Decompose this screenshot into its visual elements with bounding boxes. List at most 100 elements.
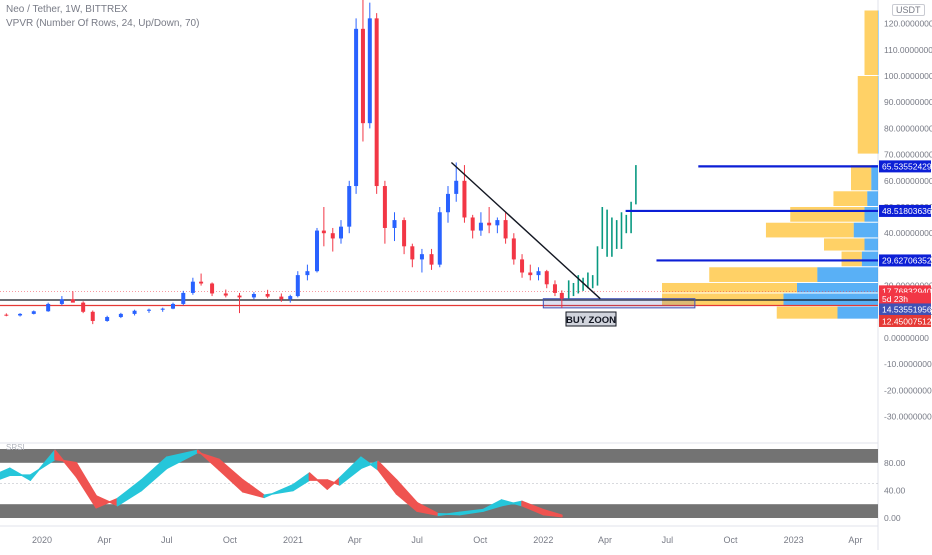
candle-body <box>511 238 516 260</box>
y-tick-label: -30.00000000 <box>884 412 932 422</box>
price-label: 65.53552429 <box>882 162 932 172</box>
vp-bar-up <box>871 165 878 191</box>
vp-bar-down <box>824 238 865 251</box>
x-tick-label: Apr <box>97 535 111 545</box>
candle-body <box>237 295 242 298</box>
candle-body <box>81 302 86 312</box>
x-tick-label: Apr <box>348 535 362 545</box>
osc-ribbon-segment <box>242 479 265 499</box>
vp-bar-down <box>857 76 878 154</box>
x-tick-label: 2020 <box>32 535 52 545</box>
osc-band <box>0 504 878 518</box>
candle-body <box>288 296 293 300</box>
candle-body <box>367 18 372 124</box>
y-tick-label: 0.00000000 <box>884 333 929 343</box>
candle-body <box>190 281 195 293</box>
y-tick-label: 90.00000000 <box>884 97 932 107</box>
osc-ribbon-segment <box>0 467 11 480</box>
x-tick-label: 2021 <box>283 535 303 545</box>
y-tick-label: 60.00000000 <box>884 176 932 186</box>
vp-bar-up <box>861 251 878 267</box>
vp-bar-up <box>878 76 879 154</box>
vp-bar-up <box>797 282 878 293</box>
vp-bar-up <box>837 306 878 319</box>
osc-y-tick-label: 80.00 <box>884 458 906 468</box>
candle-body <box>59 299 64 304</box>
osc-ribbon-segment <box>263 484 294 499</box>
price-label-bg <box>879 254 931 267</box>
chart-title: Neo / Tether, 1W, BITTREX <box>6 4 128 15</box>
candle-body <box>46 303 51 312</box>
candle-body <box>160 308 165 310</box>
y-tick-label: 100.00000000 <box>884 71 932 81</box>
y-tick-label: 110.00000000 <box>884 45 932 55</box>
candle-body <box>437 212 442 265</box>
trendline-line <box>450 161 601 300</box>
candle-body <box>360 28 365 124</box>
candle-body <box>305 271 310 276</box>
candle-body <box>544 271 549 285</box>
candle-body <box>528 272 533 276</box>
price-label: 17.76832940 <box>882 287 932 297</box>
vp-bar-down <box>790 207 865 222</box>
y-tick-label: 40.00000000 <box>884 228 932 238</box>
vp-bar-down <box>841 251 862 267</box>
price-label: 5d 23h <box>882 294 908 304</box>
currency-badge[interactable]: USDT <box>892 4 925 16</box>
candle-body <box>223 293 228 296</box>
vp-bar-up <box>864 207 878 222</box>
x-tick-label: 2023 <box>784 535 804 545</box>
x-tick-label: Oct <box>223 535 238 545</box>
candle-body <box>354 28 359 187</box>
trendline <box>450 161 601 300</box>
candle-body <box>199 281 204 284</box>
osc-y-tick-label: 0.00 <box>884 513 901 523</box>
candles <box>4 0 564 325</box>
candle-body <box>419 254 424 260</box>
candle-body <box>347 186 352 227</box>
x-tick-label: 2022 <box>533 535 553 545</box>
buy-zone-rect <box>542 298 696 309</box>
candle-body <box>470 217 475 231</box>
projection-candles <box>567 165 637 299</box>
candle-body <box>462 180 467 218</box>
vp-bar-up <box>878 10 879 75</box>
x-tick-label: Apr <box>598 535 612 545</box>
candle-body <box>118 313 123 318</box>
candle-body <box>445 193 450 213</box>
x-tick-label: Apr <box>848 535 862 545</box>
indicator-legend[interactable]: VPVR (Number Of Rows, 24, Up/Down, 70) <box>6 18 200 29</box>
x-tick-label: Jul <box>662 535 674 545</box>
vp-bar-down <box>864 10 878 75</box>
candle-body <box>4 314 9 316</box>
osc-ribbon-segment <box>292 472 311 492</box>
x-tick-label: Oct <box>724 535 739 545</box>
candle-body <box>503 220 508 239</box>
volume-profile <box>662 10 879 319</box>
horizontal-levels <box>625 165 878 262</box>
candle-body <box>295 275 300 297</box>
candle-body <box>265 293 270 297</box>
vp-bar-down <box>662 282 797 293</box>
x-tick-label: Jul <box>161 535 173 545</box>
osc-ribbon-segment <box>116 479 143 507</box>
vp-bar-down <box>709 267 818 282</box>
y-tick-label: -10.00000000 <box>884 359 932 369</box>
candle-body <box>315 230 320 272</box>
y-tick-label: 70.00000000 <box>884 150 932 160</box>
candle-body <box>181 292 186 304</box>
support-lines <box>0 291 878 307</box>
price-label: 29.62706352 <box>882 256 932 266</box>
osc-ribbon-segment <box>218 458 244 493</box>
x-tick-label: Oct <box>473 535 488 545</box>
osc-ribbon-segment <box>8 467 32 481</box>
candle-body <box>374 18 379 187</box>
price-label: 48.51803636 <box>882 206 932 216</box>
x-tick-label: Jul <box>411 535 423 545</box>
vp-bar-down <box>833 191 868 206</box>
osc-band <box>0 449 878 463</box>
vp-bar-down <box>765 222 854 238</box>
y-tick-label: -20.00000000 <box>884 385 932 395</box>
